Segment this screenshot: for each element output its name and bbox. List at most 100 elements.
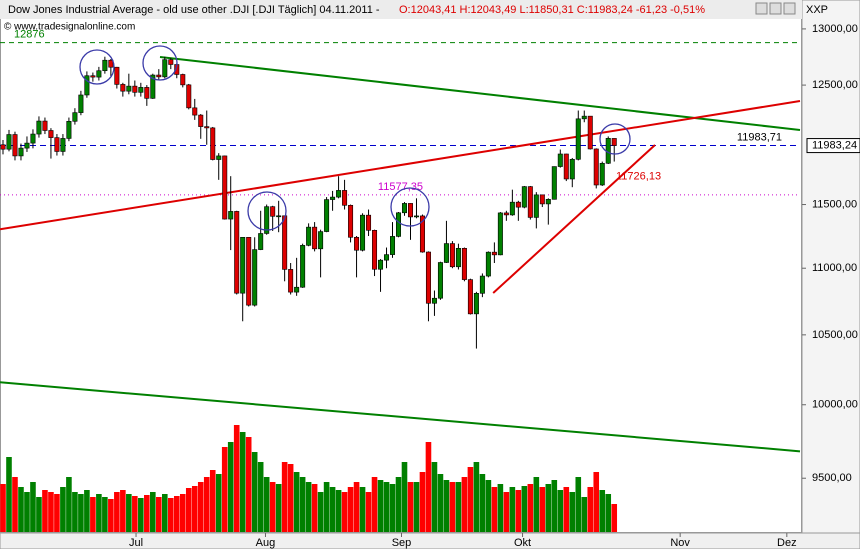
trendline xyxy=(0,381,801,453)
candle-body xyxy=(384,254,390,261)
volume-bar xyxy=(479,474,486,532)
volume-bar xyxy=(209,470,216,532)
volume-bar xyxy=(407,482,414,532)
candle-body xyxy=(36,120,42,135)
volume-bar xyxy=(419,472,426,532)
volume-bar xyxy=(449,482,456,532)
volume-bar xyxy=(347,487,354,532)
candle-body xyxy=(180,74,186,86)
button[interactable] xyxy=(769,2,782,15)
level-label: 12876 xyxy=(14,29,45,41)
candle-body xyxy=(60,138,66,152)
watermark: © www.tradesignalonline.com xyxy=(4,22,135,33)
volume-bar xyxy=(144,495,150,532)
volume-bar xyxy=(515,490,522,532)
candle-body xyxy=(276,215,282,218)
candle-body xyxy=(521,186,527,208)
button[interactable] xyxy=(755,2,768,15)
volume-bar xyxy=(311,484,318,532)
candle-body xyxy=(96,70,102,78)
candle-body xyxy=(390,236,396,255)
candle-body xyxy=(473,293,479,315)
volume-bar xyxy=(263,477,270,532)
candle-body xyxy=(288,269,294,293)
volume-bar xyxy=(132,496,138,532)
candle-body xyxy=(216,155,222,160)
volume-bar xyxy=(269,482,276,532)
candle-body xyxy=(419,215,425,253)
y-tick-label: 13000,00 xyxy=(812,23,858,35)
candle-body xyxy=(156,74,162,78)
candle-body xyxy=(336,190,342,198)
candle-body xyxy=(342,190,348,206)
candle-body xyxy=(90,75,96,78)
volume-bar xyxy=(425,442,432,532)
candle-body xyxy=(437,262,443,299)
volume-bar xyxy=(323,482,330,532)
candle-body xyxy=(587,115,593,150)
volume-bar xyxy=(36,497,42,532)
volume-bar xyxy=(18,487,24,532)
button[interactable] xyxy=(783,2,796,15)
volume-bar xyxy=(605,494,612,532)
candle-body xyxy=(545,199,551,205)
candle-body xyxy=(509,201,515,216)
candle-body xyxy=(234,211,240,294)
volume-bar xyxy=(126,494,132,532)
volume-bar xyxy=(497,484,504,532)
volume-bar xyxy=(437,474,444,532)
candle-body xyxy=(455,247,461,268)
candle-body xyxy=(443,243,449,263)
candle-body xyxy=(66,121,72,139)
candle-body xyxy=(300,245,306,288)
volume-bar xyxy=(179,494,186,532)
volume-bar xyxy=(563,487,570,532)
candle-body xyxy=(264,206,270,234)
volume-bar xyxy=(227,442,234,532)
candle-body xyxy=(24,142,30,149)
x-tick-label: Dez xyxy=(777,537,797,549)
volume-bar xyxy=(317,492,324,532)
volume-bar xyxy=(371,477,378,532)
volume-bar xyxy=(114,492,120,532)
volume-bar xyxy=(150,492,156,532)
volume-bar xyxy=(60,487,66,532)
candle-body xyxy=(6,134,12,150)
volume-bar xyxy=(96,494,102,532)
circle-marker xyxy=(599,123,631,155)
annotation-label: 11726,13 xyxy=(616,171,661,183)
volume-bar xyxy=(473,462,480,532)
volume-bar xyxy=(569,492,576,532)
volume-bar xyxy=(138,498,144,532)
volume-bar xyxy=(365,492,372,532)
volume-bar xyxy=(245,437,252,532)
volume-bar xyxy=(185,488,192,532)
volume-bar xyxy=(102,497,108,532)
candle-body xyxy=(407,203,413,218)
volume-bar xyxy=(305,482,312,532)
candle-body xyxy=(413,215,419,218)
volume-bar xyxy=(341,492,348,532)
candle-body xyxy=(270,206,276,217)
volume-bar xyxy=(48,492,54,532)
candle-body xyxy=(360,214,366,251)
candle-body xyxy=(318,231,324,250)
candle-body xyxy=(611,138,617,146)
candle-body xyxy=(348,204,354,238)
volume-bar xyxy=(509,487,516,532)
chart-title: Dow Jones Industrial Average - old use o… xyxy=(8,4,380,16)
candle-body xyxy=(551,166,557,200)
header-bar xyxy=(0,0,802,19)
candle-body xyxy=(72,112,78,122)
candle-body xyxy=(497,212,503,256)
volume-bar xyxy=(539,487,546,532)
circle-marker xyxy=(79,49,115,85)
volume-bar xyxy=(395,477,402,532)
y-tick-label: 12500,00 xyxy=(812,79,858,91)
candle-body xyxy=(48,130,54,138)
candle-body xyxy=(222,155,228,220)
volume-bar xyxy=(90,497,96,532)
candle-body xyxy=(306,226,312,246)
candle-body xyxy=(461,247,467,280)
plot-area: 12876 11983,71 11577,35 11726,13 xyxy=(0,29,801,532)
